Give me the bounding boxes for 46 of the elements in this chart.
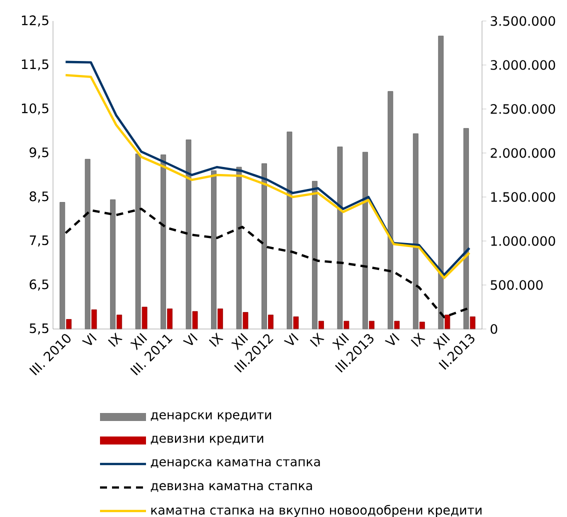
- x-tick-label: VI: [182, 333, 198, 346]
- legend-label: девизна каматна стапка: [150, 483, 312, 492]
- y2-tick-label: 500.000: [490, 280, 543, 290]
- y-tick-label: 6,5: [30, 279, 48, 291]
- bar: [318, 320, 324, 330]
- legend-label: девизни кредити: [150, 436, 264, 446]
- bar: [444, 314, 450, 330]
- y-tick-label: 7,5: [30, 236, 48, 246]
- y-tick-label: 9,5: [30, 147, 48, 159]
- legend-label: денарски кредити: [150, 412, 272, 422]
- bar: [142, 306, 148, 330]
- bar: [293, 316, 299, 330]
- x-tick-label: IX: [108, 332, 122, 347]
- y2-tick-label: 3.000.000: [490, 60, 556, 70]
- x-tick-label: IX: [310, 332, 324, 347]
- bar: [218, 308, 223, 330]
- legend-label: денарска каматна стапка: [150, 459, 320, 469]
- bar: [91, 309, 97, 330]
- y-tick-label: 12,5: [22, 15, 48, 27]
- legend-label: каматна стапка на вкупно новоодобрени кредити: [151, 504, 482, 517]
- y2-tick-label: 0: [490, 324, 498, 334]
- y-tick-label: 11,5: [22, 60, 48, 70]
- bar: [344, 320, 350, 330]
- bar: [470, 316, 476, 330]
- bar: [368, 320, 374, 330]
- bar: [242, 312, 248, 330]
- x-tick-label: IX: [208, 332, 224, 347]
- y2-tick-label: 1.000.000: [491, 236, 556, 246]
- y2-tick-label: 1.500.000: [491, 192, 556, 202]
- bar: [116, 314, 122, 330]
- bar: [167, 308, 173, 330]
- x-tick-label: VI: [384, 333, 400, 346]
- bar: [66, 319, 72, 330]
- bar: [268, 314, 274, 330]
- y2-tick-label: 3.500.000: [490, 16, 556, 26]
- x-tick-label: VI: [284, 333, 299, 346]
- bar: [394, 320, 400, 330]
- y2-tick-label: 2.000.000: [490, 148, 556, 158]
- y-tick-label: 8,5: [30, 191, 48, 203]
- y-tick-label: 5,5: [30, 324, 48, 334]
- y-tick-label: 10,5: [22, 103, 48, 115]
- x-tick-label: IX: [410, 332, 426, 347]
- x-tick-label: VI: [82, 333, 97, 346]
- bar: [419, 322, 425, 330]
- y2-tick-label: 2.500.000: [490, 104, 556, 114]
- bar: [192, 311, 198, 330]
